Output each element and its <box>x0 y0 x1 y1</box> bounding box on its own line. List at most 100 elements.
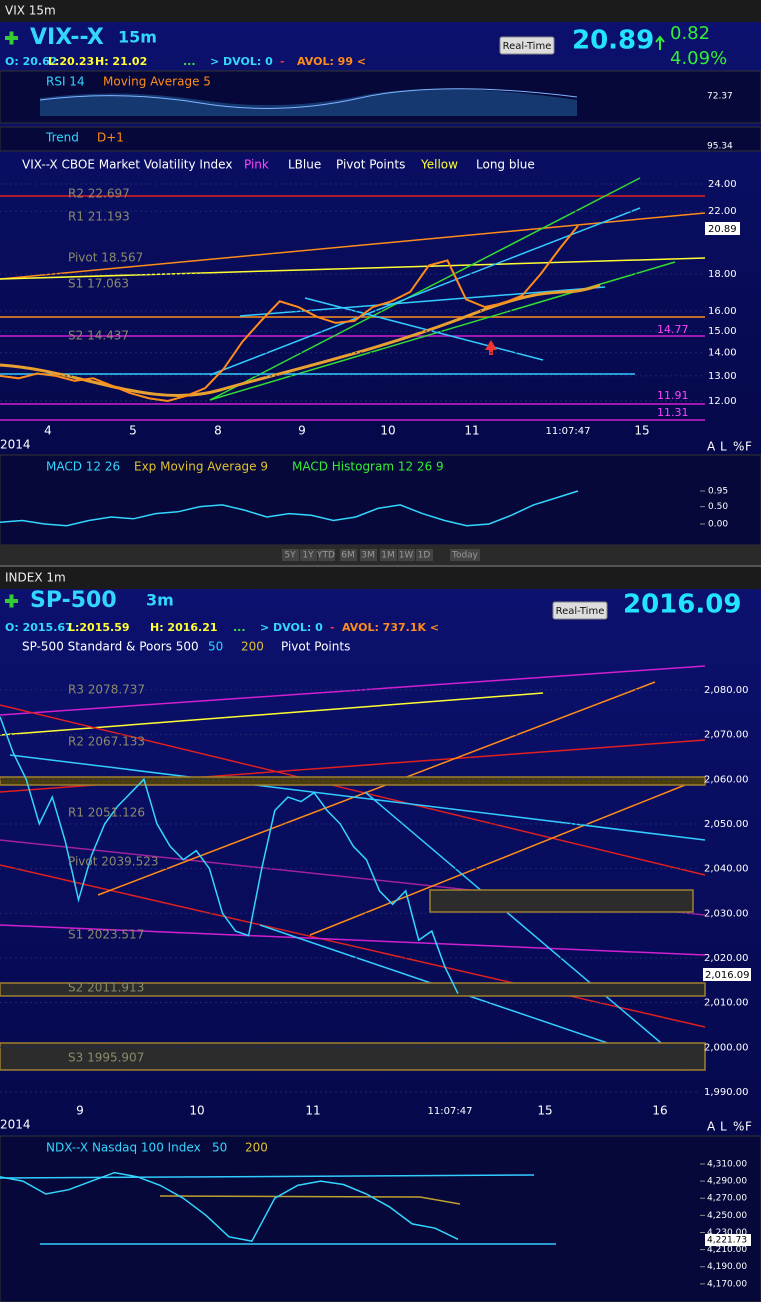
y-tick-label: 12.00 <box>708 396 737 407</box>
range-button[interactable] <box>282 549 299 561</box>
rsi-line <box>39 88 578 109</box>
zone <box>0 982 706 997</box>
realtime-label[interactable]: Real-Time <box>556 606 605 617</box>
legend-item[interactable]: LBlue <box>288 158 321 172</box>
range-button[interactable] <box>398 549 415 561</box>
price-line <box>0 225 579 403</box>
pivot-label: R2 22.697 <box>68 187 130 201</box>
range-button[interactable] <box>300 549 317 561</box>
indicator-name[interactable]: RSI 14 <box>46 75 85 89</box>
y-tick-label: 2,030.00 <box>704 908 749 919</box>
x-tick-label: 15 <box>634 424 649 438</box>
x-tick-label: 2014 <box>0 1118 31 1132</box>
realtime-button[interactable] <box>499 36 555 55</box>
trendline <box>0 665 706 716</box>
range-label[interactable]: Today <box>451 551 479 561</box>
interval[interactable]: 3m <box>146 591 174 610</box>
plus-icon[interactable] <box>9 594 14 608</box>
legend-item[interactable]: Pivot Points <box>281 640 350 654</box>
y-tick-label: 16.00 <box>708 306 737 317</box>
pivot-label: S1 2023.517 <box>68 928 144 942</box>
legend-item[interactable]: 50 <box>208 640 223 654</box>
axis-button[interactable]: A <box>707 440 716 454</box>
level-label: 14.77 <box>657 323 689 336</box>
realtime-button[interactable] <box>552 601 608 620</box>
indicator-name[interactable]: MACD 12 26 <box>46 460 120 474</box>
range-label[interactable]: 3M <box>361 551 375 561</box>
range-label[interactable]: 1M <box>381 551 395 561</box>
realtime-label[interactable]: Real-Time <box>503 41 552 52</box>
vix-trendlines <box>0 177 706 421</box>
trendline <box>209 207 641 376</box>
legend-item[interactable]: Pivot Points <box>336 158 405 172</box>
price-line <box>0 490 579 527</box>
axis-button[interactable]: F <box>745 440 752 454</box>
indicator-name[interactable]: MACD Histogram 12 26 9 <box>292 460 444 474</box>
axis-button[interactable]: F <box>745 1120 752 1134</box>
axis-button[interactable]: % <box>733 1120 744 1134</box>
quote-item: ... <box>233 621 246 634</box>
moving-average <box>0 283 601 398</box>
indicator-name[interactable]: D+1 <box>97 131 124 145</box>
legend-item[interactable]: 50 <box>212 1141 227 1155</box>
x-tick-label: 15 <box>537 1104 552 1118</box>
range-button[interactable] <box>340 549 357 561</box>
trendline <box>309 784 686 936</box>
y-tick-label: 2,080.00 <box>704 685 749 696</box>
y-tick-label: 14.00 <box>708 348 737 359</box>
quote-item: L:2015.59 <box>68 621 130 634</box>
range-button[interactable] <box>450 549 480 561</box>
x-tick-label: 2014 <box>0 438 31 452</box>
range-label[interactable]: 1W <box>399 551 414 561</box>
trendline <box>209 177 641 401</box>
legend-item[interactable]: Long blue <box>476 158 535 172</box>
interval[interactable]: 15m <box>118 28 157 47</box>
y-tick-label: 2,040.00 <box>704 864 749 875</box>
indicator-name[interactable]: Moving Average 5 <box>103 75 211 89</box>
legend-item[interactable]: 200 <box>245 1141 268 1155</box>
indicator-name[interactable]: Exp Moving Average 9 <box>134 460 268 474</box>
range-label[interactable]: 1Y <box>302 551 314 561</box>
legend-item[interactable]: NDX--X Nasdaq 100 Index <box>46 1141 201 1155</box>
last-price-label: 4,221.73 <box>707 1236 747 1246</box>
axis-button[interactable]: % <box>733 440 744 454</box>
indicator-name[interactable]: Trend <box>45 131 79 145</box>
rsi-band <box>40 88 577 116</box>
range-button[interactable] <box>380 549 397 561</box>
level-label: 11.31 <box>657 406 689 419</box>
trendline <box>9 754 706 841</box>
x-tick-label: 10 <box>380 424 395 438</box>
range-button[interactable] <box>318 549 335 561</box>
range-label[interactable]: 5Y <box>284 551 296 561</box>
legend-item[interactable]: VIX--X CBOE Market Volatility Index <box>22 158 232 172</box>
range-label[interactable]: 1D <box>418 551 431 561</box>
quote-item: O: 20.62 <box>5 55 57 68</box>
y-tick-label: 2,050.00 <box>704 819 749 830</box>
x-tick-label: 11:07:47 <box>546 426 591 437</box>
legend-item[interactable]: SP-500 Standard & Poors 500 <box>22 640 199 654</box>
legend-item[interactable]: 200 <box>241 640 264 654</box>
plus-icon[interactable] <box>9 31 14 45</box>
y-tick-label: 4,230.00 <box>707 1228 747 1238</box>
pivot-label: R1 21.193 <box>68 210 130 224</box>
pivot-label: R1 2051.126 <box>68 806 145 820</box>
divider <box>0 565 761 567</box>
legend-item[interactable]: Pink <box>244 158 269 172</box>
range-button[interactable] <box>360 549 377 561</box>
range-label[interactable]: 6M <box>341 551 355 561</box>
axis-button[interactable]: L <box>720 440 727 454</box>
symbol: SP-500 <box>30 588 117 613</box>
pivot-label: S1 17.063 <box>68 277 129 291</box>
legend-item[interactable]: Yellow <box>420 158 458 172</box>
title-bar <box>0 567 761 589</box>
range-label[interactable]: YTD <box>316 551 335 561</box>
range-button[interactable] <box>416 549 433 561</box>
y-tick-label: 4,250.00 <box>707 1211 747 1221</box>
axis-button[interactable]: A <box>707 1120 716 1134</box>
trendline <box>0 704 706 876</box>
pivot-label: S2 2011.913 <box>68 981 144 995</box>
y-tick-label: 4,190.00 <box>707 1262 747 1272</box>
y-tick-label: 2,020.00 <box>704 953 749 964</box>
axis-button[interactable]: L <box>720 1120 727 1134</box>
